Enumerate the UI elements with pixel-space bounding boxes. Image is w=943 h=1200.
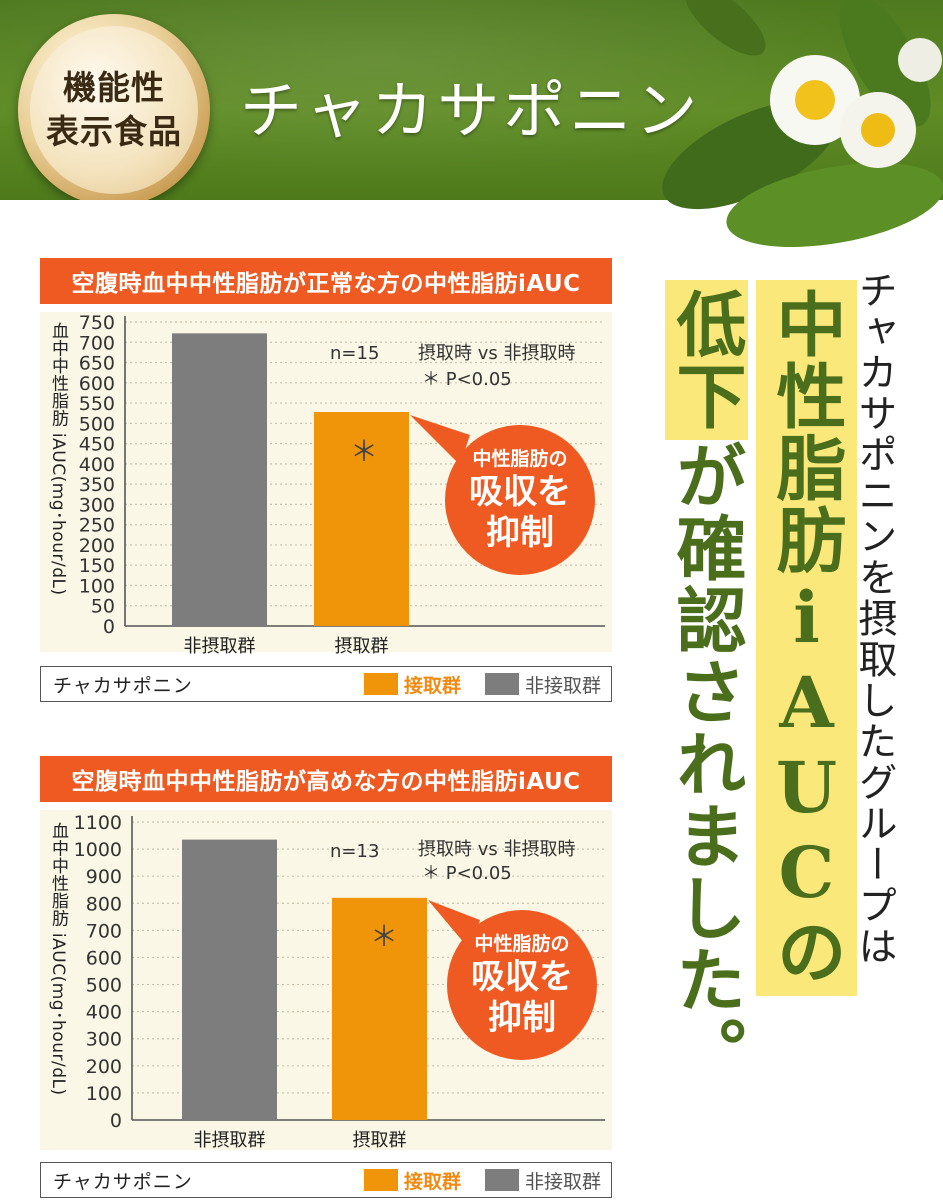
y-tick-label: 150	[79, 555, 115, 577]
chart2-ylabel: 血中中性脂肪 iAUC(mg･hour/dL)	[48, 822, 68, 1096]
bar-control	[172, 333, 267, 626]
chart1-callout-line3: 抑制	[486, 513, 554, 553]
chart2-legend-swatch-intake	[363, 1169, 398, 1191]
leaf-shape	[839, 0, 931, 127]
category-label: 摂取群	[335, 636, 389, 657]
y-tick-label: 1000	[74, 839, 122, 861]
y-tick-label: 700	[79, 332, 115, 354]
flower-center	[795, 80, 835, 120]
bar-intake	[314, 411, 409, 626]
side-text-conclusion: 低下が確認されました。	[665, 280, 748, 1088]
y-tick-label: 200	[79, 535, 115, 557]
chart1-callout-tail	[410, 415, 470, 465]
y-tick-label: 0	[110, 1110, 122, 1132]
functional-food-badge: 機能性 表示食品	[18, 14, 210, 200]
y-tick-label: 100	[79, 575, 115, 597]
chart2-legend-control: 非接取群	[524, 1170, 601, 1193]
chart1-legend-intake: 接取群	[403, 674, 461, 697]
y-tick-label: 350	[79, 474, 115, 496]
chart1-legend: チャカサポニン 接取群 非接取群	[40, 666, 612, 702]
y-tick-label: 450	[79, 434, 115, 456]
badge-inner: 機能性 表示食品	[30, 26, 198, 194]
y-tick-label: 100	[86, 1083, 122, 1105]
chart1-ylabel: 血中中性脂肪 iAUC(mg･hour/dL)	[48, 322, 68, 596]
bar-intake	[332, 897, 427, 1120]
chart1-legend-swatch-intake	[363, 673, 398, 695]
y-tick-label: 550	[79, 393, 115, 415]
chart2-legend-swatch-control	[484, 1169, 519, 1191]
chart2-callout-line2: 吸収を	[471, 957, 573, 997]
chart2-n-label: n=13	[330, 841, 380, 862]
y-tick-label: 1100	[74, 812, 122, 834]
y-tick-label: 800	[86, 893, 122, 915]
chart2-compare-label: 摂取時 vs 非摂取時	[418, 839, 576, 860]
chart1-p-label: ＊ P<0.05	[422, 369, 512, 390]
leaf-shape	[684, 0, 766, 56]
y-tick-label: 600	[86, 947, 122, 969]
chart2-legend: チャカサポニン 接取群 非接取群	[40, 1162, 612, 1198]
chart2-title: 空腹時血中中性脂肪が高めな方の中性脂肪iAUC	[40, 756, 612, 802]
chart1-compare-label: 摂取時 vs 非摂取時	[418, 343, 576, 364]
tea-flower-illustration	[662, 0, 943, 248]
category-label: 非摂取群	[194, 1130, 266, 1151]
flower-center	[861, 113, 895, 147]
y-tick-label: 700	[86, 920, 122, 942]
side-text-confirmed: が確認されました。	[665, 440, 748, 1088]
chart2-callout-line3: 抑制	[488, 998, 556, 1038]
chart1-n-label: n=15	[330, 343, 380, 364]
chart2-legend-name: チャカサポニン	[53, 1170, 193, 1193]
flower-bud	[898, 38, 942, 82]
y-tick-label: 300	[86, 1029, 122, 1051]
page-title: チャカサポニン	[240, 74, 702, 147]
y-tick-label: 200	[86, 1056, 122, 1078]
y-tick-label: 0	[103, 616, 115, 638]
y-tick-label: 250	[79, 515, 115, 537]
leaf-shape	[726, 162, 943, 248]
side-text-decrease: 低下	[665, 280, 748, 440]
y-tick-label: 650	[79, 353, 115, 375]
category-label: 非摂取群	[184, 636, 256, 657]
chart2-p-label: ＊ P<0.05	[422, 863, 512, 884]
y-tick-label: 300	[79, 494, 115, 516]
chart1-callout-bubble: 中性脂肪の 吸収を 抑制	[445, 425, 595, 575]
chart1-legend-control: 非接取群	[524, 674, 601, 697]
y-tick-label: 750	[79, 312, 115, 334]
bar-control	[182, 839, 277, 1120]
y-tick-label: 500	[79, 413, 115, 435]
chart2-callout-bubble: 中性脂肪の 吸収を 抑制	[447, 910, 597, 1060]
chart2-significance-mark: ＊	[370, 920, 399, 953]
y-tick-label: 400	[79, 454, 115, 476]
chart2-legend-intake: 接取群	[403, 1170, 461, 1193]
side-text-intro: チャカサポニンを摂取したグループは	[852, 270, 897, 967]
badge-line-2: 表示食品	[46, 112, 182, 151]
chart1-title: 空腹時血中中性脂肪が正常な方の中性脂肪iAUC	[40, 258, 612, 304]
y-tick-label: 50	[91, 596, 115, 618]
y-tick-label: 500	[86, 975, 122, 997]
side-text-highlight-line: 中性脂肪iAUCの	[756, 280, 857, 996]
y-tick-label: 400	[86, 1002, 122, 1024]
category-label: 摂取群	[353, 1130, 407, 1151]
y-tick-label: 900	[86, 866, 122, 888]
chart1-callout-line2: 吸収を	[469, 472, 571, 512]
chart1-callout-line1: 中性脂肪の	[472, 448, 568, 470]
chart1-significance-mark: ＊	[350, 435, 379, 468]
chart1-legend-swatch-control	[484, 673, 519, 695]
badge-line-1: 機能性	[63, 68, 165, 107]
y-tick-label: 600	[79, 373, 115, 395]
chart1-legend-name: チャカサポニン	[53, 674, 193, 697]
chart2-svg: 0 100 200 300 400 500 600 700 800 900 1000 1100 非摂取群…	[74, 812, 605, 1151]
chart2-callout-line1: 中性脂肪の	[474, 933, 570, 955]
